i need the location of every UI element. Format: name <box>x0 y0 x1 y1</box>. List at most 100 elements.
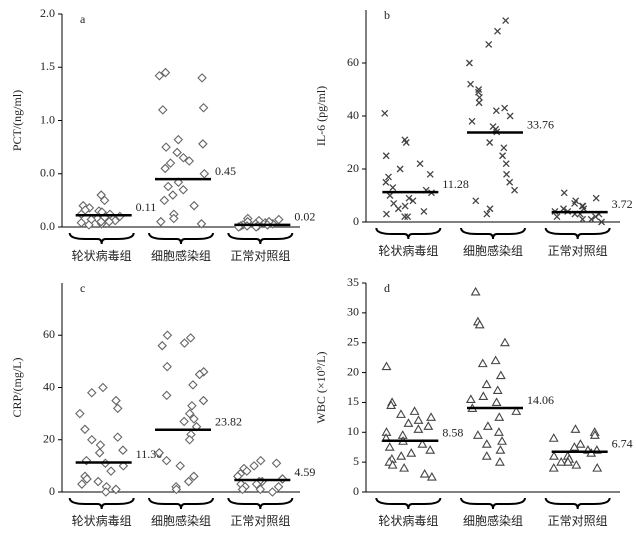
panel-letter: d <box>384 281 390 295</box>
data-point <box>194 369 205 380</box>
data-point <box>381 109 389 117</box>
y-tick-label: 0 <box>49 484 55 498</box>
data-point <box>154 448 165 458</box>
data-point <box>465 394 476 403</box>
data-point <box>168 190 178 200</box>
data-point <box>159 195 170 206</box>
data-point <box>162 361 172 372</box>
data-point <box>118 461 129 471</box>
brace <box>460 497 526 510</box>
brace <box>148 232 214 245</box>
panel-letter: b <box>384 8 390 22</box>
x-tick-label: 轮状病毒组 <box>72 513 132 528</box>
data-point <box>389 184 397 192</box>
data-point <box>403 418 414 427</box>
x-tick-label: 正常对照组 <box>230 514 290 528</box>
data-point <box>396 451 407 460</box>
data-point <box>94 448 105 458</box>
y-tick-label: 30 <box>347 305 359 319</box>
x-tick-label: 细胞感染组 <box>463 513 523 528</box>
data-point <box>76 217 87 228</box>
data-point <box>184 156 195 166</box>
data-point <box>409 197 417 205</box>
data-point <box>175 461 185 471</box>
mean-label: 0.02 <box>294 210 315 224</box>
data-point <box>273 214 284 225</box>
x-tick-label: 细胞感染组 <box>151 248 211 263</box>
data-point <box>553 213 561 221</box>
data-point <box>188 380 198 390</box>
data-point <box>592 213 599 221</box>
data-point <box>426 170 434 178</box>
data-point <box>503 170 510 178</box>
data-point <box>161 390 172 401</box>
data-point <box>75 408 85 419</box>
data-point <box>255 484 266 495</box>
mean-label: 8.58 <box>442 426 463 440</box>
data-point <box>406 448 417 457</box>
data-point <box>589 430 600 439</box>
data-point <box>511 186 519 194</box>
data-point <box>579 215 587 223</box>
y-tick-label: 20 <box>43 432 55 446</box>
data-point <box>426 412 437 421</box>
data-point <box>249 461 259 471</box>
data-point <box>548 433 559 442</box>
data-point <box>499 337 510 347</box>
mean-label: 0.11 <box>136 200 157 214</box>
data-point <box>196 219 207 229</box>
data-point <box>481 439 492 448</box>
data-point <box>161 455 172 466</box>
brace <box>227 232 294 245</box>
data-point <box>255 455 266 466</box>
data-point <box>404 213 412 221</box>
data-point <box>178 184 189 195</box>
y-axis-label: CRP/(mg/L) <box>10 357 24 417</box>
mean-label: 14.06 <box>527 393 554 407</box>
data-point <box>98 382 108 393</box>
data-point <box>472 197 480 205</box>
data-point <box>184 434 195 445</box>
data-point <box>506 178 514 186</box>
data-point <box>390 199 398 207</box>
mean-label: 11.28 <box>442 177 469 191</box>
data-point <box>237 484 248 495</box>
y-tick-label: 25 <box>347 334 359 348</box>
data-point <box>483 210 491 218</box>
y-axis-label: WBC (×10⁹/L) <box>314 352 328 424</box>
data-point <box>95 440 106 450</box>
data-point <box>474 319 485 329</box>
y-tick-label: 20 <box>347 364 359 378</box>
y-tick-label: 0.0 <box>40 219 55 233</box>
data-point <box>481 379 492 389</box>
mean-label: 4.59 <box>294 465 315 479</box>
x-tick-label: 正常对照组 <box>548 244 608 258</box>
data-point <box>267 487 278 497</box>
data-point <box>502 17 510 25</box>
panel-letter: c <box>80 281 85 295</box>
y-tick-label: 35 <box>347 275 359 289</box>
data-point <box>413 424 424 433</box>
data-point <box>556 457 567 466</box>
data-point <box>178 152 189 163</box>
data-point <box>110 215 120 226</box>
data-point <box>571 460 582 469</box>
data-point <box>382 210 390 218</box>
data-point <box>156 216 166 227</box>
data-point <box>157 340 167 351</box>
data-point <box>96 216 106 227</box>
data-point <box>467 80 475 88</box>
data-point <box>481 451 492 460</box>
data-point <box>423 421 434 430</box>
mean-label: 11.30 <box>136 447 163 461</box>
data-point <box>587 215 595 223</box>
data-point <box>198 139 208 149</box>
data-point <box>592 194 600 202</box>
data-point <box>387 460 398 469</box>
mean-label: 3.72 <box>612 197 633 211</box>
data-point <box>179 338 190 348</box>
panel-letter: a <box>80 12 86 26</box>
data-point <box>426 471 437 481</box>
data-point <box>80 205 91 215</box>
